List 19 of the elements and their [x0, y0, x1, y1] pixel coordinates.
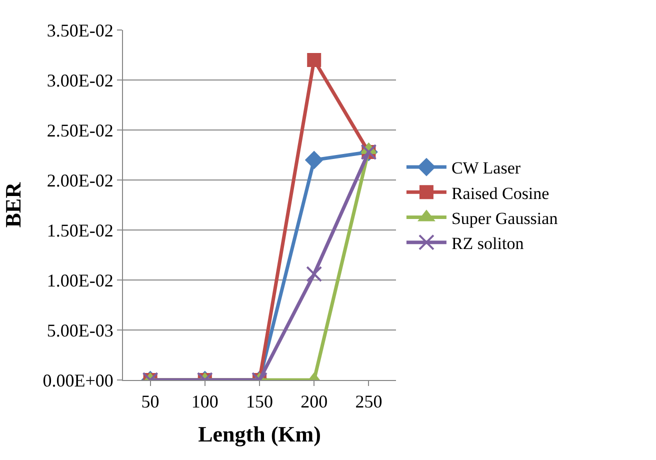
y-tick-label: 0.00E+00	[42, 370, 114, 390]
x-axis-title: Length (Km)	[198, 422, 321, 446]
legend-label: Super Gaussian	[451, 208, 558, 228]
x-tick-label: 150	[246, 392, 273, 412]
y-tick-label: 5.00E-03	[46, 320, 114, 340]
y-axis-title: BER	[0, 181, 26, 228]
y-tick-label: 2.50E-02	[46, 120, 114, 140]
y-tick-label: 2.00E-02	[46, 170, 114, 190]
y-tick-label: 3.50E-02	[46, 20, 114, 40]
x-tick-label: 50	[141, 392, 160, 412]
legend-label: CW Laser	[451, 158, 521, 178]
y-tick-label: 3.00E-02	[46, 70, 114, 90]
legend-label: Raised Cosine	[451, 184, 550, 203]
x-tick-label: 100	[191, 392, 218, 412]
x-tick-label: 200	[300, 392, 328, 412]
y-tick-label: 1.00E-02	[46, 270, 114, 290]
x-tick-label: 250	[355, 392, 382, 412]
legend-label: RZ soliton	[451, 234, 524, 253]
y-tick-label: 1.50E-02	[46, 220, 114, 240]
